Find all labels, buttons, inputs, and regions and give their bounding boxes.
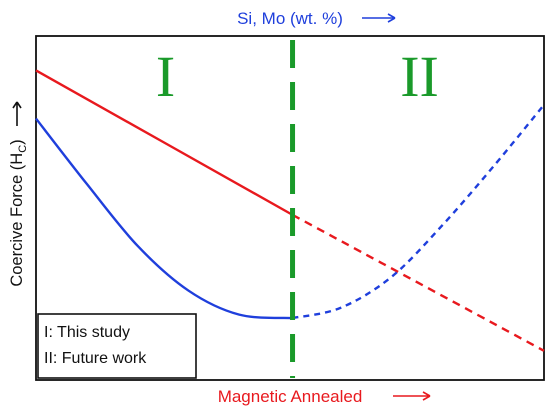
legend-box [37, 313, 197, 379]
series-0-line-region-i [35, 69, 294, 216]
legend: I: This study II: Future work [37, 313, 197, 379]
x-axis-label: Magnetic Annealed [218, 387, 363, 406]
region-label-i: I [156, 44, 175, 109]
series-1-line-region-ii [292, 104, 545, 320]
series-layer [35, 69, 545, 352]
bottom-arrow-icon [393, 391, 431, 401]
y-axis-label: Coercive Force (HC) [8, 139, 29, 286]
series-0-line-region-ii [291, 213, 545, 352]
y-arrow-icon [12, 101, 22, 126]
legend-item-region-i: I: This study [44, 324, 130, 341]
legend-item-region-ii: II: Future work [44, 350, 147, 367]
top-arrow-head-icon [387, 13, 396, 23]
y-axis-label-group: Coercive Force (HC) [8, 101, 29, 287]
region-label-ii: II [400, 44, 439, 109]
top-x-axis-label: Si, Mo (wt. %) [237, 9, 343, 28]
series-1-line-region-i [35, 117, 293, 320]
